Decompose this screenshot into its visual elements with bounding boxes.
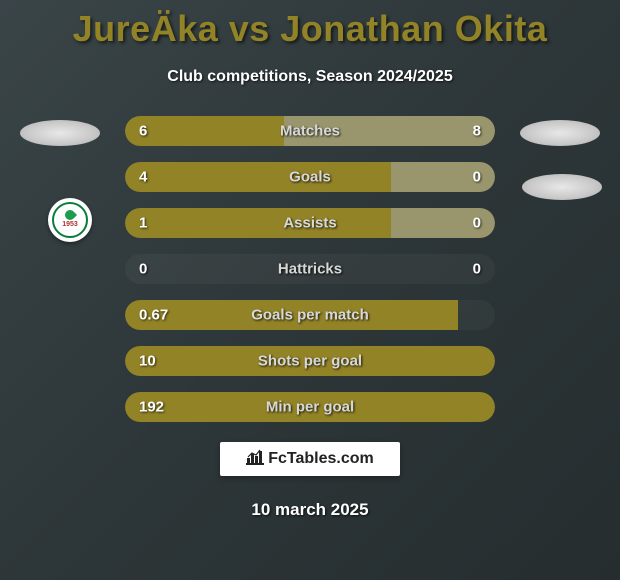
stat-label: Goals <box>289 169 331 186</box>
bar-container: 1 0 Assists <box>125 208 495 238</box>
chart-icon <box>246 449 264 470</box>
bar-container: 6 8 Matches <box>125 116 495 146</box>
value-left: 10 <box>139 353 156 370</box>
stat-label: Hattricks <box>278 261 342 278</box>
bar-left <box>125 116 284 146</box>
stat-row: 6 8 Matches <box>0 116 620 146</box>
value-left: 192 <box>139 399 164 416</box>
bar-container: 10 Shots per goal <box>125 346 495 376</box>
stat-row: 0 0 Hattricks <box>0 254 620 284</box>
bar-container: 192 Min per goal <box>125 392 495 422</box>
subtitle: Club competitions, Season 2024/2025 <box>0 68 620 86</box>
value-right: 0 <box>473 169 481 186</box>
watermark-text: FcTables.com <box>268 450 374 468</box>
value-left: 0.67 <box>139 307 168 324</box>
bar-container: 4 0 Goals <box>125 162 495 192</box>
value-right: 0 <box>473 215 481 232</box>
stat-row: 4 0 Goals <box>0 162 620 192</box>
bar-left <box>125 208 391 238</box>
stat-label: Assists <box>283 215 336 232</box>
stat-label: Goals per match <box>251 307 369 324</box>
stat-row: 0.67 Goals per match <box>0 300 620 330</box>
stat-label: Shots per goal <box>258 353 362 370</box>
value-left: 0 <box>139 261 147 278</box>
bar-left <box>125 162 391 192</box>
value-left: 6 <box>139 123 147 140</box>
value-right: 8 <box>473 123 481 140</box>
stat-label: Matches <box>280 123 340 140</box>
value-left: 1 <box>139 215 147 232</box>
stat-label: Min per goal <box>266 399 354 416</box>
date: 10 march 2025 <box>0 500 620 520</box>
bar-container: 0 0 Hattricks <box>125 254 495 284</box>
value-left: 4 <box>139 169 147 186</box>
stat-row: 192 Min per goal <box>0 392 620 422</box>
stat-row: 10 Shots per goal <box>0 346 620 376</box>
value-right: 0 <box>473 261 481 278</box>
bar-container: 0.67 Goals per match <box>125 300 495 330</box>
stats-area: 68Matches40Goals10Assists00Hattricks0.67… <box>0 116 620 422</box>
watermark: FcTables.com <box>220 442 400 476</box>
stat-row: 1 0 Assists <box>0 208 620 238</box>
page-title: JureÄka vs Jonathan Okita <box>0 0 620 50</box>
